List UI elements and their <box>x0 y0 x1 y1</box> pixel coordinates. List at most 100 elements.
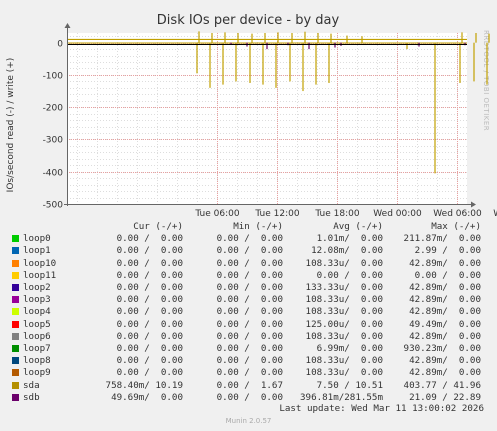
legend-min-value: 0.00 / 0.00 <box>216 269 283 281</box>
legend-col-cur: Cur (-/+) <box>133 221 183 232</box>
legend-min-value: 0.00 / 0.00 <box>216 233 283 245</box>
legend-min-value: 0.00 / 0.00 <box>216 318 283 330</box>
legend-cur-value: 0.00 / 0.00 <box>116 294 183 306</box>
legend-avg-value: 0.00 / 0.00 <box>316 269 383 281</box>
legend-device-name: loop9 <box>23 367 51 379</box>
legend-cur-value: 0.00 / 0.00 <box>116 233 183 245</box>
munin-version: Munin 2.0.57 <box>225 417 272 425</box>
legend-cur-value: 0.00 / 0.00 <box>116 318 183 330</box>
legend-swatch <box>12 271 19 279</box>
legend-device-name: loop0 <box>23 233 51 245</box>
legend-cur-value: 0.00 / 0.00 <box>116 330 183 342</box>
legend-cur-value: 0.00 / 0.00 <box>116 355 183 367</box>
legend-row: loop6 0.00 / 0.00 0.00 / 0.00 108.33u/ 0.00… <box>10 331 481 343</box>
legend-swatch <box>12 393 19 401</box>
legend-swatch <box>12 284 19 292</box>
legend-max-value: 42.89m/ 0.00 <box>409 257 481 269</box>
y-tick-label: -100 <box>43 72 64 82</box>
legend-min-value: 0.00 / 0.00 <box>216 294 283 306</box>
legend-min-value: 0.00 / 0.00 <box>216 391 283 403</box>
legend-avg-value: 7.50 / 10.51 <box>316 379 383 391</box>
legend-device-name: loop6 <box>23 330 51 342</box>
legend-cur-value: 0.00 / 0.00 <box>116 269 183 281</box>
y-axis-arrow <box>64 23 71 28</box>
legend-cur-value: 0.00 / 0.00 <box>116 343 183 355</box>
legend-header: Cur (-/+) Min (-/+) Avg (-/+) Max (-/+) <box>10 221 481 233</box>
legend-row: loop11 0.00 / 0.00 0.00 / 0.00 0.00 / 0.00 0… <box>10 270 481 282</box>
legend-row: loop5 0.00 / 0.00 0.00 / 0.00 125.00u/ 0.00… <box>10 319 481 331</box>
legend-row: loop3 0.00 / 0.00 0.00 / 0.00 108.33u/ 0.00… <box>10 294 481 306</box>
legend-device-name: loop7 <box>23 343 51 355</box>
legend-device-name: loop2 <box>23 282 51 294</box>
legend-swatch <box>12 320 19 328</box>
legend-max-value: 42.89m/ 0.00 <box>409 330 481 342</box>
legend-swatch <box>12 381 19 389</box>
y-tick-label: -400 <box>43 169 64 179</box>
legend-max-value: 0.00 / 0.00 <box>414 269 481 281</box>
legend-min-value: 0.00 / 1.67 <box>216 379 283 391</box>
x-tick-label: Wed 00:00 <box>373 209 422 219</box>
legend-min-value: 0.00 / 0.00 <box>216 245 283 257</box>
legend-device-name: loop10 <box>23 257 57 269</box>
legend-cur-value: 0.00 / 0.00 <box>116 306 183 318</box>
legend-row: loop10 0.00 / 0.00 0.00 / 0.00 108.33u/ 0.0… <box>10 258 481 270</box>
x-tick-label: Tue 06:00 <box>194 209 239 219</box>
legend-row: loop7 0.00 / 0.00 0.00 / 0.00 6.99m/ 0.00 93… <box>10 343 481 355</box>
legend-device-name: loop8 <box>23 355 51 367</box>
legend-avg-value: 108.33u/ 0.00 <box>305 306 383 318</box>
legend-min-value: 0.00 / 0.00 <box>216 367 283 379</box>
legend-avg-value: 108.33u/ 0.00 <box>305 257 383 269</box>
legend-body: loop0 0.00 / 0.00 0.00 / 0.00 1.01m/ 0.00 21… <box>10 233 481 404</box>
legend-table: Cur (-/+) Min (-/+) Avg (-/+) Max (-/+) … <box>10 221 481 404</box>
y-tick-label: -500 <box>43 201 64 211</box>
legend-max-value: 403.77 / 41.96 <box>403 379 481 391</box>
legend-device-name: loop11 <box>23 269 57 281</box>
legend-cur-value: 0.00 / 0.00 <box>116 245 183 257</box>
legend-avg-value: 396.81m/281.55m <box>300 391 383 403</box>
x-tick-label: Tue 12:00 <box>254 209 299 219</box>
legend-max-value: 42.89m/ 0.00 <box>409 306 481 318</box>
legend-avg-value: 133.33u/ 0.00 <box>305 282 383 294</box>
legend-min-value: 0.00 / 0.00 <box>216 355 283 367</box>
x-tick-label: Tue 18:00 <box>314 209 359 219</box>
legend-row: loop0 0.00 / 0.00 0.00 / 0.00 1.01m/ 0.00 21… <box>10 233 481 245</box>
legend-avg-value: 125.00u/ 0.00 <box>305 318 383 330</box>
legend-row: loop1 0.00 / 0.00 0.00 / 0.00 12.08m/ 0.00 2… <box>10 245 481 257</box>
legend-swatch <box>12 357 19 365</box>
legend-avg-value: 108.33u/ 0.00 <box>305 294 383 306</box>
legend-cur-value: 0.00 / 0.00 <box>116 257 183 269</box>
legend-avg-value: 6.99m/ 0.00 <box>316 343 383 355</box>
legend-device-name: sda <box>23 379 40 391</box>
legend-max-value: 42.89m/ 0.00 <box>409 282 481 294</box>
rrdtool-credit: RRDTOOL / TOBI OETIKER <box>482 30 490 131</box>
series-group <box>68 31 490 174</box>
legend-device-name: loop5 <box>23 318 51 330</box>
legend-max-value: 42.89m/ 0.00 <box>409 294 481 306</box>
legend-cur-value: 49.69m/ 0.00 <box>111 391 183 403</box>
legend-avg-value: 1.01m/ 0.00 <box>316 233 383 245</box>
legend-min-value: 0.00 / 0.00 <box>216 330 283 342</box>
legend-max-value: 930.23m/ 0.00 <box>403 343 481 355</box>
legend-swatch <box>12 296 19 304</box>
chart-title: Disk IOs per device - by day <box>157 13 340 28</box>
legend-max-value: 42.89m/ 0.00 <box>409 355 481 367</box>
legend-swatch <box>12 369 19 377</box>
x-tick-label: Wed 06:00 <box>433 209 482 219</box>
last-update: Last update: Wed Mar 11 13:00:02 2026 <box>279 403 484 414</box>
legend-avg-value: 12.08m/ 0.00 <box>311 245 383 257</box>
legend-avg-value: 108.33u/ 0.00 <box>305 330 383 342</box>
x-tick-label: Wed 12:00 <box>493 209 497 219</box>
x-axis-arrow <box>471 201 476 208</box>
y-tick-label: 0 <box>57 40 63 50</box>
legend-device-name: loop4 <box>23 306 51 318</box>
plot-background <box>67 33 467 204</box>
y-tick-label: -300 <box>43 136 64 146</box>
legend-max-value: 211.87m/ 0.00 <box>403 233 481 245</box>
legend-max-value: 42.89m/ 0.00 <box>409 367 481 379</box>
y-tick-label: -200 <box>43 104 64 114</box>
legend-row: sdb 49.69m/ 0.00 0.00 / 0.00 396.81m/281.55… <box>10 392 481 404</box>
y-ticks: 0 -100 -200 -300 -400 -500 <box>43 40 64 211</box>
legend-avg-value: 108.33u/ 0.00 <box>305 355 383 367</box>
legend-row: loop9 0.00 / 0.00 0.00 / 0.00 108.33u/ 0.00… <box>10 367 481 379</box>
legend-cur-value: 758.40m/ 10.19 <box>105 379 183 391</box>
